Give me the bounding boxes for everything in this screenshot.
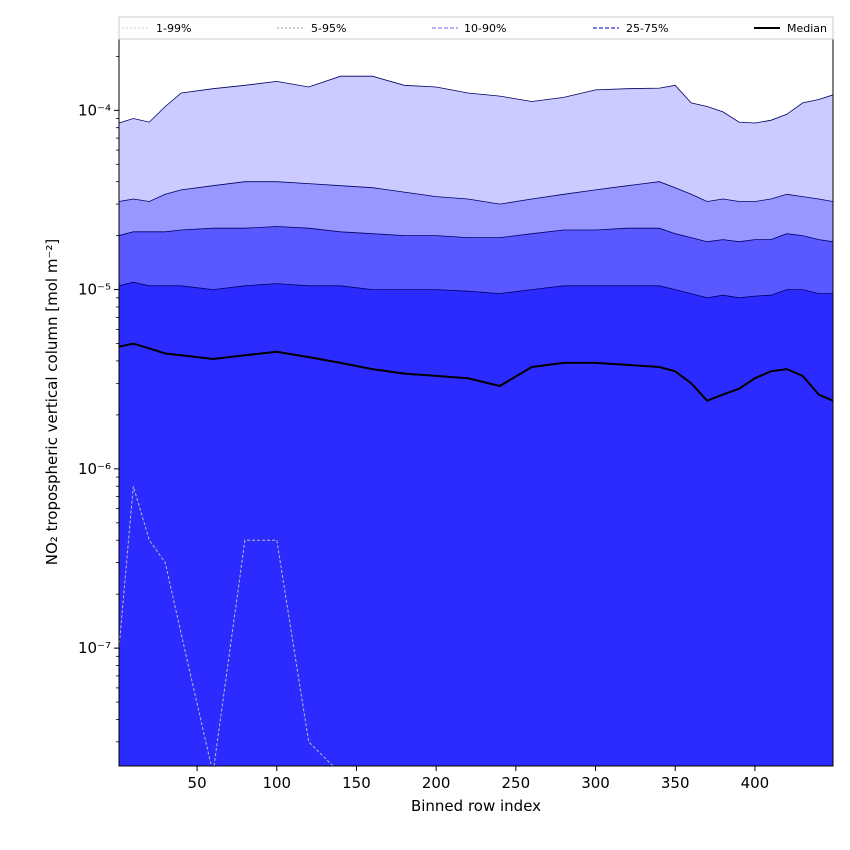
legend-label: 5-95% — [311, 22, 346, 35]
x-tick-label: 100 — [262, 774, 291, 792]
band-upper-line-5-95% — [119, 181, 833, 205]
y-axis-label: NO₂ tropospheric vertical column [mol m⁻… — [43, 239, 61, 565]
legend: 1-99% 5-95% 10-90% 25-75% Median — [118, 16, 834, 40]
chart-lines — [119, 75, 833, 766]
legend-box — [118, 16, 834, 40]
median-line — [119, 342, 833, 402]
band-upper-line-10-90% — [119, 226, 833, 243]
chart-bands — [119, 76, 833, 766]
x-axis-label: Binned row index — [411, 797, 541, 815]
y-tick-label: 10⁻⁵ — [78, 281, 111, 299]
legend-label: 1-99% — [156, 22, 191, 35]
x-axis: 50 100 150 200 250 300 350 400 — [188, 766, 770, 792]
x-tick-label: 350 — [661, 774, 690, 792]
legend-label: 10-90% — [464, 22, 506, 35]
y-tick-label: 10⁻⁴ — [78, 101, 111, 119]
x-tick-label: 300 — [581, 774, 610, 792]
y-tick-label: 10⁻⁷ — [78, 639, 111, 657]
x-tick-label: 250 — [502, 774, 531, 792]
band-upper-line-25-75% — [119, 281, 833, 299]
legend-label: 25-75% — [626, 22, 668, 35]
y-tick-label: 10⁻⁶ — [78, 460, 111, 478]
x-tick-label: 400 — [741, 774, 770, 792]
legend-label: Median — [787, 22, 827, 35]
x-tick-label: 50 — [188, 774, 207, 792]
band-25-75% — [119, 282, 833, 766]
y-axis: 10⁻⁷ 10⁻⁶ 10⁻⁵ 10⁻⁴ — [78, 55, 119, 743]
x-tick-label: 150 — [342, 774, 371, 792]
x-tick-label: 200 — [422, 774, 451, 792]
band-upper-line-1-99% — [119, 75, 833, 124]
